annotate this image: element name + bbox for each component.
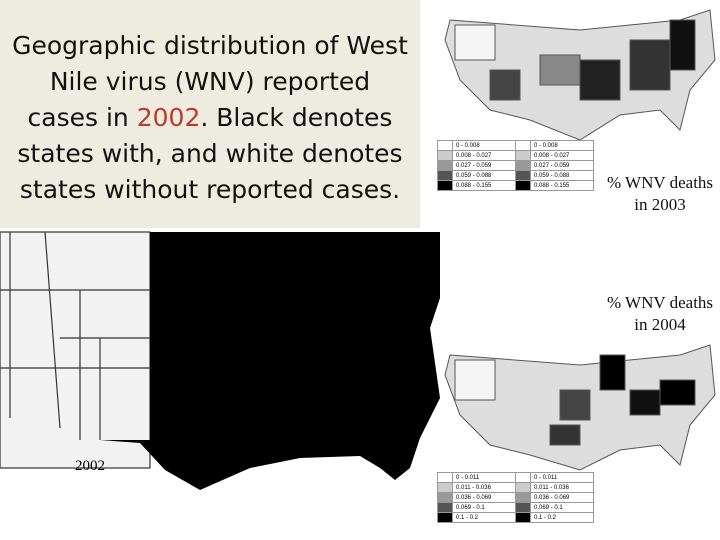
legend-swatch: [515, 482, 531, 493]
legend-row: 0.069 - 0.1 0.069 - 0.1: [437, 502, 594, 513]
caption-2003: % WNV deaths in 2003: [606, 173, 714, 214]
legend-row: 0.059 - 0.088 0.059 - 0.088: [437, 170, 594, 181]
legend-label: 0.036 - 0.069: [530, 492, 594, 503]
legend-swatch: [437, 482, 453, 493]
legend-label: 0 - 0.008: [452, 140, 516, 151]
legend-swatch: [437, 492, 453, 503]
legend-row: 0.036 - 0.069 0.036 - 0.069: [437, 492, 594, 503]
legend-swatch: [515, 140, 531, 151]
legend-row: 0.027 - 0.059 0.027 - 0.059: [437, 160, 594, 171]
map-2004: [444, 344, 716, 471]
legend-swatch: [515, 492, 531, 503]
legend-swatch: [437, 502, 453, 513]
legend-label: 0.088 - 0.155: [452, 180, 516, 191]
legend-row: 0.011 - 0.036 0.011 - 0.036: [437, 482, 594, 493]
legend-label: 0.088 - 0.155: [530, 180, 594, 191]
legend-swatch: [437, 180, 453, 191]
legend-label: 0.008 - 0.027: [452, 150, 516, 161]
legend-row: 0 - 0.008 0 - 0.008: [437, 140, 594, 151]
legend-label: 0 - 0.008: [530, 140, 594, 151]
legend-label: 0.059 - 0.088: [530, 170, 594, 181]
map-2003: [444, 9, 716, 140]
map-2002: 2002: [0, 231, 440, 490]
title-box: Geographic distribution of West Nile vir…: [0, 0, 420, 228]
legend-label: 0.1 - 0.2: [530, 512, 594, 523]
legend-label: 0 - 0.011: [452, 472, 516, 483]
legend-swatch: [515, 160, 531, 171]
legend-label: 0.059 - 0.088: [452, 170, 516, 181]
legend-label: 0 - 0.011: [530, 472, 594, 483]
legend-swatch: [515, 180, 531, 191]
legend-label: 0.027 - 0.059: [452, 160, 516, 171]
legend-row: 0 - 0.011 0 - 0.011: [437, 472, 594, 483]
legend-label: 0.011 - 0.036: [452, 482, 516, 493]
legend-label: 0.1 - 0.2: [452, 512, 516, 523]
legend-label: 0.011 - 0.036: [530, 482, 594, 493]
legend-label: 0.008 - 0.027: [530, 150, 594, 161]
legend-swatch: [515, 512, 531, 523]
legend-swatch: [437, 160, 453, 171]
legend-label: 0.069 - 0.1: [452, 502, 516, 513]
legend-swatch: [515, 472, 531, 483]
title-text: Geographic distribution of West Nile vir…: [12, 31, 408, 132]
legend-row: 0.008 - 0.027 0.008 - 0.027: [437, 150, 594, 161]
legend-swatch: [437, 170, 453, 181]
legend-row: 0.1 - 0.2 0.1 - 0.2: [437, 512, 594, 523]
legend-2004: 0 - 0.011 0 - 0.011 0.011 - 0.036 0.011 - 0…: [437, 472, 594, 523]
map-label: 2002: [75, 458, 105, 474]
legend-2003: 0 - 0.008 0 - 0.008 0.008 - 0.027 0.008 - 0…: [437, 140, 594, 191]
caption-2004: % WNV deaths in 2004: [606, 293, 714, 334]
legend-swatch: [515, 150, 531, 161]
title-text: . Black denotes states with, and white d…: [17, 103, 403, 204]
legend-swatch: [437, 472, 453, 483]
legend-swatch: [437, 140, 453, 151]
legend-label: 0.069 - 0.1: [530, 502, 594, 513]
legend-swatch: [515, 502, 531, 513]
legend-swatch: [437, 512, 453, 523]
legend-row: 0.088 - 0.155 0.088 - 0.155: [437, 180, 594, 191]
legend-swatch: [515, 170, 531, 181]
legend-swatch: [437, 150, 453, 161]
legend-label: 0.036 - 0.069: [452, 492, 516, 503]
title-year: 2002: [136, 103, 201, 132]
legend-label: 0.027 - 0.059: [530, 160, 594, 171]
